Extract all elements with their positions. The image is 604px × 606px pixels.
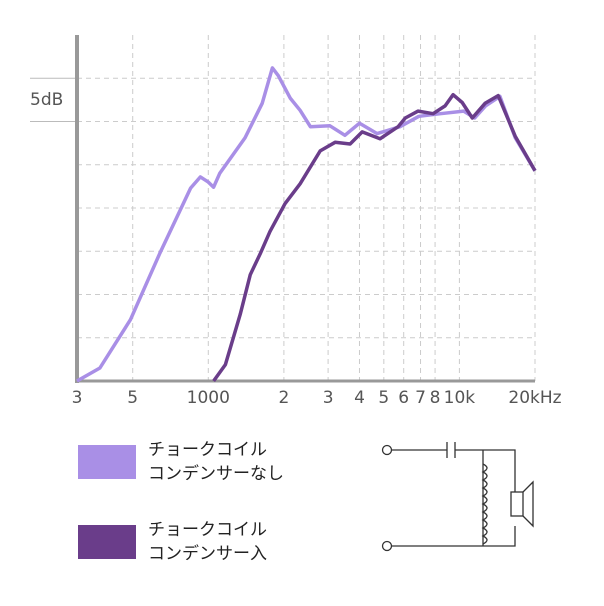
x-tick-label: 1000 bbox=[187, 388, 230, 408]
x-tick-label: 20kHz bbox=[508, 388, 561, 408]
x-tick-label: 4 bbox=[354, 388, 365, 408]
series-line bbox=[76, 66, 537, 383]
legend-label: チョークコイル コンデンサー入 bbox=[148, 520, 267, 564]
x-tick-label: 2 bbox=[278, 388, 289, 408]
x-tick-label: 6 bbox=[398, 388, 409, 408]
legend-item: チョークコイル コンデンサーなし bbox=[78, 438, 284, 486]
series-line bbox=[212, 92, 537, 383]
legend-item: チョークコイル コンデンサー入 bbox=[78, 518, 267, 566]
x-tick-label: 8 bbox=[430, 388, 441, 408]
circuit-diagram bbox=[381, 442, 534, 552]
x-tick-label: 10k bbox=[444, 388, 476, 408]
x-tick-label: 3 bbox=[323, 388, 334, 408]
x-tick-label: 3 bbox=[72, 388, 83, 408]
legend-swatch bbox=[78, 445, 136, 479]
x-tick-label: 5 bbox=[127, 388, 138, 408]
x-tick-label: 7 bbox=[415, 388, 426, 408]
legend-swatch bbox=[78, 525, 136, 559]
x-tick-label: 5 bbox=[378, 388, 389, 408]
annotation: 5dB bbox=[30, 90, 63, 110]
legend-label: チョークコイル コンデンサーなし bbox=[148, 440, 284, 484]
